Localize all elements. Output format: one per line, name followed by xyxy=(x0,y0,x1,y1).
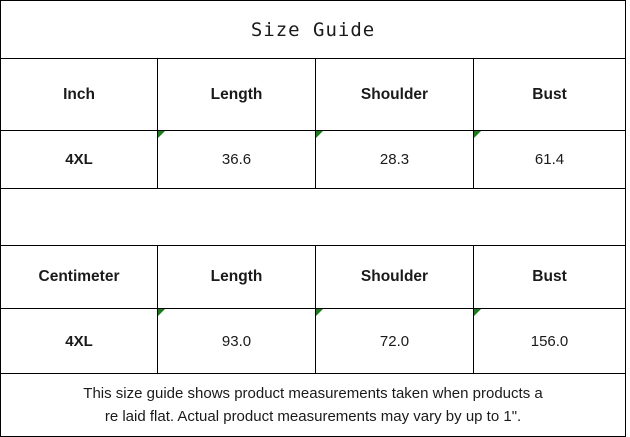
spacer-cell xyxy=(0,188,627,246)
cell-length-inch: 36.6 xyxy=(157,130,316,189)
column-header-unit-centimeter: Centimeter xyxy=(0,245,158,309)
cell-size-centimeter: 4XL xyxy=(0,308,158,374)
column-header-unit-inch: Inch xyxy=(0,58,158,131)
size-guide-note: This size guide shows product measuremen… xyxy=(0,373,627,437)
note-line-1: This size guide shows product measuremen… xyxy=(83,384,543,402)
column-header-bust-inch: Bust xyxy=(472,58,627,131)
column-header-length-centimeter: Length xyxy=(157,245,316,309)
cell-shoulder-inch: 28.3 xyxy=(315,130,474,189)
inch-header-row: Inch Length Shoulder Bust xyxy=(0,58,627,131)
table-row: 4XL 36.6 28.3 61.4 xyxy=(0,130,627,189)
cell-length-centimeter: 93.0 xyxy=(157,308,316,374)
column-header-length-inch: Length xyxy=(157,58,316,131)
cell-shoulder-centimeter: 72.0 xyxy=(315,308,474,374)
column-header-bust-centimeter: Bust xyxy=(472,245,627,309)
cell-bust-inch: 61.4 xyxy=(472,130,627,189)
centimeter-header-row: Centimeter Length Shoulder Bust xyxy=(0,245,627,309)
title-row: Size Guide xyxy=(0,0,627,59)
column-header-shoulder-centimeter: Shoulder xyxy=(315,245,474,309)
page-title: Size Guide xyxy=(0,0,627,59)
cell-bust-centimeter: 156.0 xyxy=(472,308,627,374)
note-row: This size guide shows product measuremen… xyxy=(0,373,627,437)
column-header-shoulder-inch: Shoulder xyxy=(315,58,474,131)
note-line-2: re laid flat. Actual product measurement… xyxy=(104,408,522,425)
table-row: 4XL 93.0 72.0 156.0 xyxy=(0,308,627,374)
spacer-row xyxy=(0,188,627,246)
cell-size-inch: 4XL xyxy=(0,130,158,189)
